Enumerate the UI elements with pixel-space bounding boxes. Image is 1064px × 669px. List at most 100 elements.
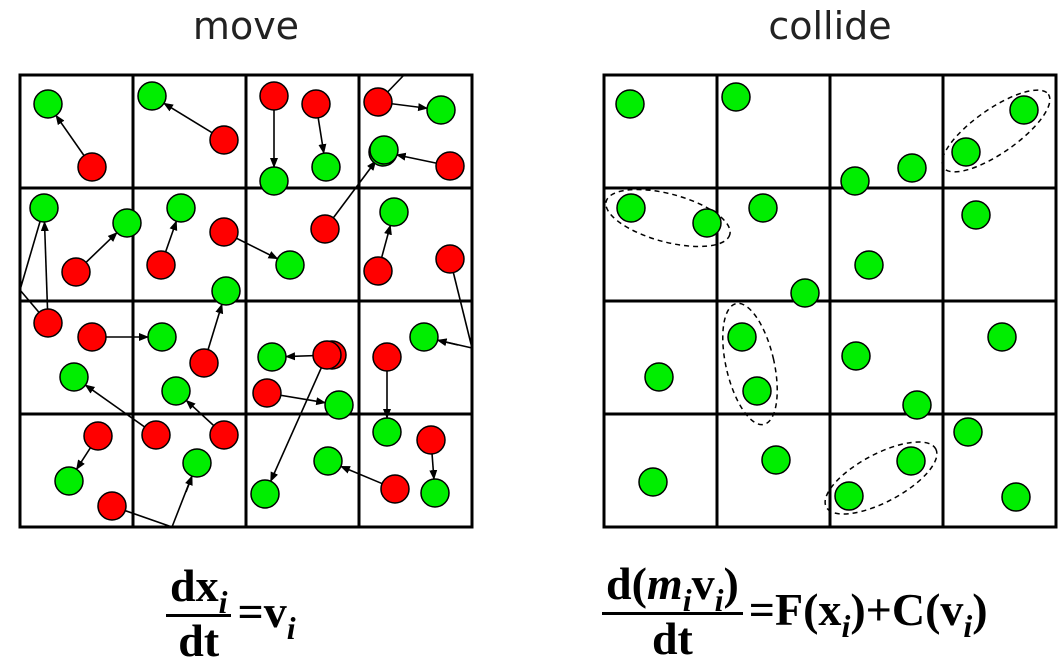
- move-rhs: =vi: [237, 585, 296, 646]
- green-particle: [953, 417, 983, 447]
- green-particle: [259, 166, 289, 196]
- collide-numerator: d(mivi): [606, 558, 739, 619]
- green-particle: [748, 193, 778, 223]
- red-particle: [312, 340, 342, 370]
- green-particle: [897, 153, 927, 183]
- red-particle: [146, 250, 176, 280]
- green-particle: [896, 446, 926, 476]
- red-particle: [33, 308, 63, 338]
- move-grid: [18, 73, 474, 529]
- green-particle: [420, 478, 450, 508]
- collide-rhs: =F(xi)+C(vi): [748, 583, 988, 644]
- green-particle: [137, 81, 167, 111]
- green-particle: [840, 166, 870, 196]
- velocity-arrow: [40, 220, 49, 324]
- red-particle: [141, 420, 171, 450]
- green-particle: [1001, 482, 1031, 512]
- green-particle: [147, 322, 177, 352]
- collision-pair-ellipse: [722, 302, 778, 426]
- green-particle: [211, 276, 241, 306]
- red-particle: [209, 125, 239, 155]
- green-particle: [692, 208, 722, 238]
- green-particle: [790, 278, 820, 308]
- green-particle: [1009, 95, 1039, 125]
- red-particle: [310, 214, 340, 244]
- green-particle: [409, 322, 439, 352]
- green-particle: [324, 390, 354, 420]
- green-particle: [951, 137, 981, 167]
- move-denominator: dt: [178, 615, 220, 666]
- green-particle: [372, 417, 402, 447]
- green-particle: [250, 479, 280, 509]
- fraction-bar: [602, 612, 743, 615]
- collision-pair-ellipse: [824, 441, 938, 515]
- green-particle: [727, 322, 757, 352]
- green-particle: [761, 445, 791, 475]
- green-particle: [161, 376, 191, 406]
- green-particle: [29, 193, 59, 223]
- green-particle: [257, 342, 287, 372]
- green-particle: [369, 135, 399, 165]
- fraction-bar: [166, 614, 232, 617]
- green-particle: [426, 95, 456, 125]
- velocity-arrow: [269, 354, 328, 483]
- green-particle: [721, 82, 751, 112]
- green-particle: [313, 446, 343, 476]
- green-particle: [961, 200, 991, 230]
- green-particle: [854, 250, 884, 280]
- green-particle: [112, 208, 142, 238]
- wrap-arrow: [449, 258, 473, 349]
- green-particle: [742, 376, 772, 406]
- collision-pair-ellipse: [605, 188, 731, 248]
- green-particle: [166, 193, 196, 223]
- move-particles: [29, 81, 465, 521]
- green-particle: [615, 89, 645, 119]
- move-numerator: dxi: [170, 560, 228, 621]
- red-particle: [77, 322, 107, 352]
- red-particle: [259, 81, 289, 111]
- red-particle: [301, 89, 331, 119]
- green-particle: [902, 390, 932, 420]
- move-fraction: dxi dt: [166, 560, 232, 666]
- velocity-arrow: [436, 338, 459, 347]
- red-particle: [83, 421, 113, 451]
- green-particle: [275, 250, 305, 280]
- green-particle: [987, 322, 1017, 352]
- red-particle: [209, 420, 239, 450]
- collide-grid: [602, 73, 1058, 529]
- move-panel-title: move: [192, 4, 300, 48]
- green-particle: [311, 152, 341, 182]
- red-particle: [363, 256, 393, 286]
- red-particle: [189, 348, 219, 378]
- green-particle: [379, 197, 409, 227]
- collide-panel-title: collide: [768, 4, 892, 48]
- green-particle: [59, 362, 89, 392]
- move-equation: dxi dt =vi: [166, 562, 296, 665]
- collide-equation: d(mivi) dt =F(xi)+C(vi): [602, 560, 988, 663]
- red-particle: [97, 491, 127, 521]
- green-particle: [54, 466, 84, 496]
- green-particle: [834, 481, 864, 511]
- red-particle: [435, 244, 465, 274]
- collide-fraction: d(mivi) dt: [602, 560, 743, 663]
- red-particle: [61, 257, 91, 287]
- green-particle: [841, 341, 871, 371]
- collide-denominator: dt: [651, 613, 693, 664]
- green-particle: [33, 89, 63, 119]
- red-particle: [209, 217, 239, 247]
- collide-particles: [615, 82, 1039, 512]
- red-particle: [416, 425, 446, 455]
- red-particle: [77, 152, 107, 182]
- green-particle: [638, 467, 668, 497]
- red-particle: [435, 151, 465, 181]
- red-particle: [380, 474, 410, 504]
- collision-pairs: [605, 89, 1051, 515]
- green-particle: [616, 193, 646, 223]
- velocity-arrow: [185, 475, 193, 493]
- red-particle: [252, 378, 282, 408]
- red-particle: [363, 87, 393, 117]
- collision-pair-ellipse: [941, 89, 1051, 173]
- red-particle: [372, 342, 402, 372]
- green-particle: [644, 362, 674, 392]
